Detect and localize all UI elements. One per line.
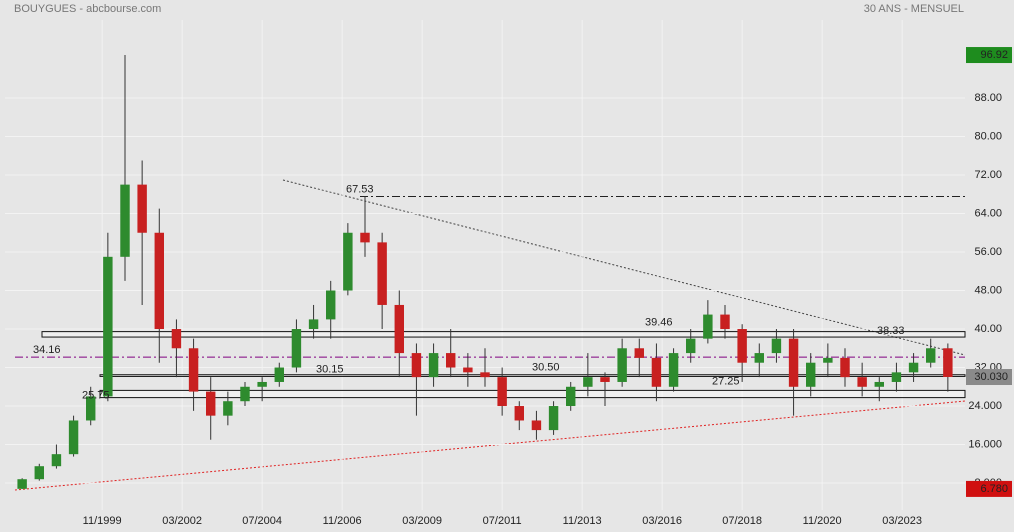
level-label: 27.25 [712,375,740,387]
candle-body [908,362,919,373]
candle-body [446,353,456,368]
candle-body [891,372,902,382]
candle-body [583,377,593,387]
x-tick-label: 03/2009 [402,515,442,527]
candle-body [754,353,764,363]
candle-body [480,372,490,378]
candle-body [514,406,524,421]
x-tick-label: 03/2023 [882,515,922,527]
x-tick-label: 03/2016 [642,515,682,527]
candle-body [377,242,387,305]
candle-body [720,314,730,330]
x-tick-label: 11/2006 [323,515,362,527]
candle-body [274,367,284,382]
y-tick-label: 64.00 [974,207,1002,219]
y-tick-label: 48.00 [974,284,1002,296]
level-band [99,374,966,377]
candle-body [943,348,953,378]
candle-body [223,401,233,416]
resistance-trendline [282,179,966,356]
candle-body [463,367,473,373]
candle-body [291,329,302,368]
level-label: 38.33 [877,325,905,337]
level-label: 39.46 [645,317,673,329]
candle-body [51,454,62,467]
chart-subtitle: 30 ANS - MENSUEL [864,3,964,15]
candle-body [137,184,147,233]
x-tick-label: 07/2011 [483,515,522,527]
candle-body [68,420,79,455]
candle-body [806,362,816,387]
candle-body [926,348,936,363]
y-tick-label: 56.00 [974,246,1002,258]
candle-body [874,381,884,387]
candle-body [788,338,799,387]
candle-body [634,348,644,358]
chart-title: BOUYGUES - abcbourse.com [14,3,161,15]
candle-body [120,184,130,257]
candle-body [771,338,782,354]
candle-body [428,353,439,378]
candle-body [823,357,833,363]
x-tick-label: 11/1999 [83,515,122,527]
x-tick-label: 11/2013 [563,515,602,527]
level-label: 30.15 [316,363,344,375]
candle-body [34,466,44,480]
price-tag [966,480,1012,497]
price-tag [966,47,1012,64]
level-label: 30.50 [532,362,560,374]
candle-body [17,479,27,489]
y-tick-label: 80.00 [974,130,1002,142]
level-label: 34.16 [33,344,61,356]
candle-body [411,353,422,378]
level-band [99,389,966,399]
candle-body [703,314,713,339]
price-tag-label: 96.92 [980,49,1008,61]
y-tick-label: 72.00 [974,169,1002,181]
candle-body [206,391,216,416]
candle-body [257,381,267,387]
x-tick-label: 07/2018 [722,515,762,527]
level-band [41,331,966,338]
candle-body [531,420,542,431]
level-label: 67.53 [346,183,374,195]
candle-body [103,256,113,397]
candle-body [326,290,336,320]
y-tick-label: 16.000 [968,438,1002,450]
y-tick-label: 24.000 [968,400,1002,412]
candle-body [840,357,850,378]
candle-body [566,386,576,407]
candle-body [240,386,250,402]
candle-body [668,353,679,387]
candle-body [86,396,96,421]
y-tick-label: 40.00 [974,323,1002,335]
price-tag [966,369,1012,386]
candle-body [600,377,610,382]
y-tick-label: 88.00 [974,92,1002,104]
candle-body [857,377,867,387]
x-tick-label: 11/2020 [803,515,842,527]
price-tag-label: 30.030 [974,371,1008,383]
candle-body [497,377,507,407]
candle-body [154,232,164,330]
candle-body [188,348,199,392]
price-tag-label: 6.780 [980,483,1008,495]
axis-panel [965,0,1014,532]
candle-body [171,329,182,349]
candle-body [308,319,319,330]
candle-body [617,348,627,382]
candle-body [343,232,353,291]
candle-body [686,338,696,354]
candle-body [548,406,559,431]
x-tick-label: 07/2004 [242,515,282,527]
candle-body [737,329,747,363]
support-trendline [14,400,966,491]
candle-body [394,304,404,354]
candle-body [651,357,662,387]
candle-body [360,232,370,243]
level-label: 25.75 [82,390,110,402]
x-tick-label: 03/2002 [162,515,202,527]
